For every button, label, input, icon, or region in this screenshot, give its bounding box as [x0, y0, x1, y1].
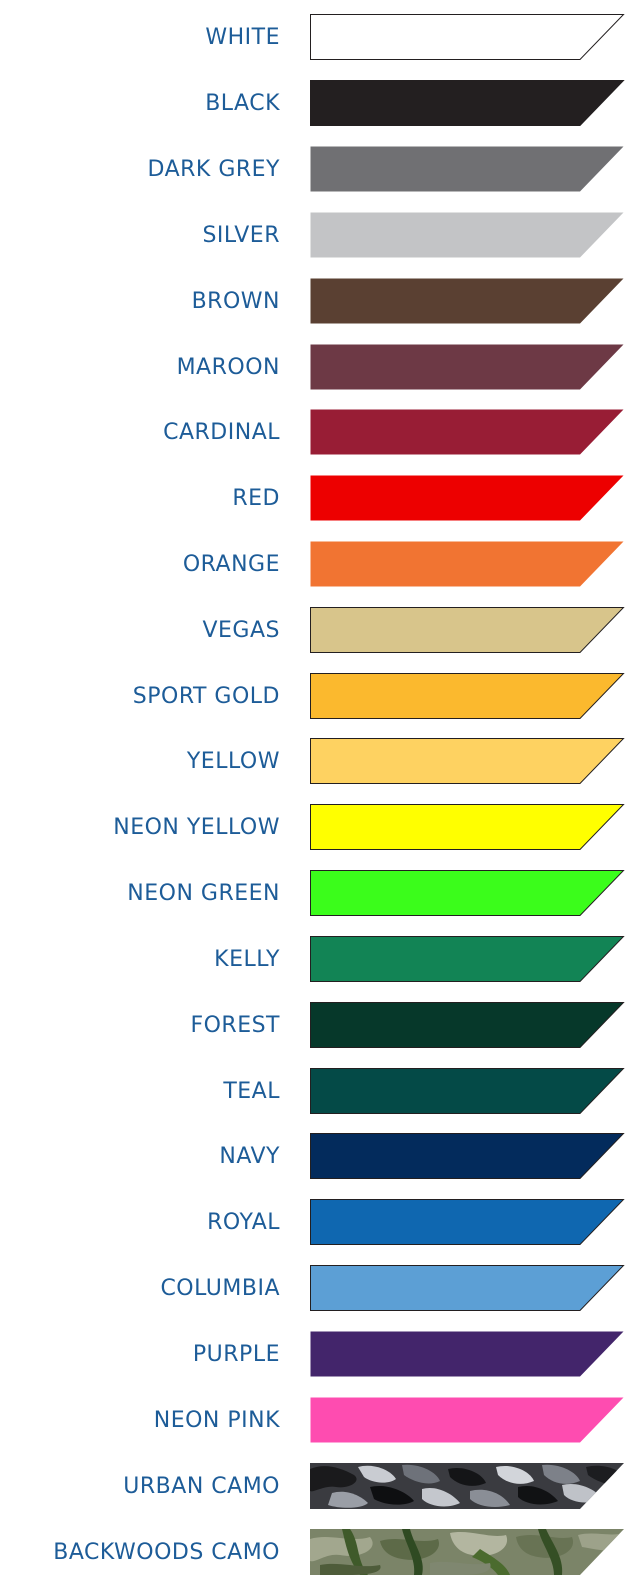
swatch-fill [310, 1068, 625, 1114]
swatch-label: YELLOW [186, 749, 280, 774]
backwoods-camo-pattern [310, 1529, 624, 1575]
color-swatch[interactable] [310, 1002, 625, 1048]
swatch-fill [310, 278, 624, 324]
swatch-label: MAROON [176, 355, 280, 380]
swatch-label: NEON GREEN [127, 881, 280, 906]
color-swatch[interactable] [310, 212, 624, 258]
color-swatch[interactable] [310, 673, 625, 719]
swatch-label: BROWN [191, 289, 280, 314]
color-swatch[interactable] [310, 1265, 625, 1311]
swatch-fill [310, 344, 624, 390]
swatch-label: SPORT GOLD [132, 684, 280, 709]
swatch-label: RED [232, 486, 280, 511]
swatch-row-neon-yellow[interactable]: NEON YELLOW [0, 804, 630, 850]
color-swatch[interactable] [310, 1199, 625, 1245]
swatch-row-brown[interactable]: BROWN [0, 278, 630, 324]
swatch-fill [310, 475, 624, 521]
swatch-row-black[interactable]: BLACK [0, 80, 630, 126]
urban-camo-pattern [310, 1463, 624, 1509]
swatch-fill [310, 541, 624, 587]
swatch-fill [310, 80, 625, 126]
swatch-fill [310, 1133, 625, 1179]
swatch-row-forest[interactable]: FOREST [0, 1002, 630, 1048]
swatch-row-kelly[interactable]: KELLY [0, 936, 630, 982]
swatch-row-sport-gold[interactable]: SPORT GOLD [0, 673, 630, 719]
swatch-label: ROYAL [207, 1210, 280, 1235]
swatch-fill [310, 936, 625, 982]
swatch-label: CARDINAL [163, 420, 280, 445]
swatch-fill [310, 14, 625, 60]
color-swatch[interactable] [310, 1397, 624, 1443]
color-swatch[interactable] [310, 14, 625, 60]
swatch-label: WHITE [205, 25, 280, 50]
swatch-row-vegas[interactable]: VEGAS [0, 607, 630, 653]
swatch-label: COLUMBIA [160, 1276, 280, 1301]
color-swatch[interactable] [310, 1529, 624, 1575]
swatch-fill [310, 738, 625, 784]
color-swatch[interactable] [310, 1331, 624, 1377]
swatch-fill [310, 1002, 625, 1048]
color-swatch[interactable] [310, 607, 625, 653]
swatch-row-navy[interactable]: NAVY [0, 1133, 630, 1179]
swatch-fill [310, 804, 625, 850]
swatch-fill [310, 607, 625, 653]
swatch-fill [310, 1397, 624, 1443]
swatch-row-backwoods-camo[interactable]: BACKWOODS CAMO [0, 1529, 630, 1575]
swatch-row-yellow[interactable]: YELLOW [0, 738, 630, 784]
swatch-fill [310, 1265, 625, 1311]
swatch-row-red[interactable]: RED [0, 475, 630, 521]
color-swatch[interactable] [310, 1463, 624, 1509]
swatch-label: ORANGE [182, 552, 280, 577]
swatch-label: KELLY [214, 947, 280, 972]
color-swatch[interactable] [310, 409, 624, 455]
swatch-label: NEON YELLOW [113, 815, 280, 840]
swatch-fill [310, 1331, 624, 1377]
color-swatch[interactable] [310, 541, 624, 587]
color-swatch[interactable] [310, 936, 625, 982]
swatch-fill [310, 146, 624, 192]
color-swatch[interactable] [310, 475, 624, 521]
swatch-row-silver[interactable]: SILVER [0, 212, 630, 258]
swatch-row-maroon[interactable]: MAROON [0, 344, 630, 390]
swatch-label: BLACK [205, 91, 280, 116]
swatch-label: NEON PINK [153, 1408, 280, 1433]
swatch-fill [310, 673, 625, 719]
swatch-row-columbia[interactable]: COLUMBIA [0, 1265, 630, 1311]
color-swatch[interactable] [310, 738, 625, 784]
color-swatch[interactable] [310, 1068, 625, 1114]
swatch-label: URBAN CAMO [123, 1474, 280, 1499]
swatch-row-royal[interactable]: ROYAL [0, 1199, 630, 1245]
swatch-label: TEAL [223, 1079, 280, 1104]
swatch-row-neon-green[interactable]: NEON GREEN [0, 870, 630, 916]
swatch-row-teal[interactable]: TEAL [0, 1068, 630, 1114]
swatch-row-dark-grey[interactable]: DARK GREY [0, 146, 630, 192]
color-swatch[interactable] [310, 278, 624, 324]
swatch-label: BACKWOODS CAMO [53, 1540, 280, 1565]
swatch-fill [310, 870, 625, 916]
color-swatch[interactable] [310, 804, 625, 850]
color-swatch[interactable] [310, 80, 625, 126]
color-swatch[interactable] [310, 1133, 625, 1179]
swatch-row-urban-camo[interactable]: URBAN CAMO [0, 1463, 630, 1509]
swatch-row-cardinal[interactable]: CARDINAL [0, 409, 630, 455]
swatch-fill [310, 1199, 625, 1245]
swatch-row-neon-pink[interactable]: NEON PINK [0, 1397, 630, 1443]
color-swatch[interactable] [310, 146, 624, 192]
swatch-label: SILVER [202, 223, 280, 248]
swatch-row-white[interactable]: WHITE [0, 14, 630, 60]
swatch-label: PURPLE [192, 1342, 280, 1367]
swatch-row-orange[interactable]: ORANGE [0, 541, 630, 587]
swatch-fill [310, 409, 624, 455]
swatch-fill [310, 212, 624, 258]
color-swatch[interactable] [310, 344, 624, 390]
color-swatch[interactable] [310, 870, 625, 916]
swatch-label: FOREST [190, 1013, 280, 1038]
swatch-row-purple[interactable]: PURPLE [0, 1331, 630, 1377]
swatch-label: DARK GREY [147, 157, 280, 182]
swatch-label: NAVY [219, 1144, 280, 1169]
swatch-label: VEGAS [202, 618, 280, 643]
